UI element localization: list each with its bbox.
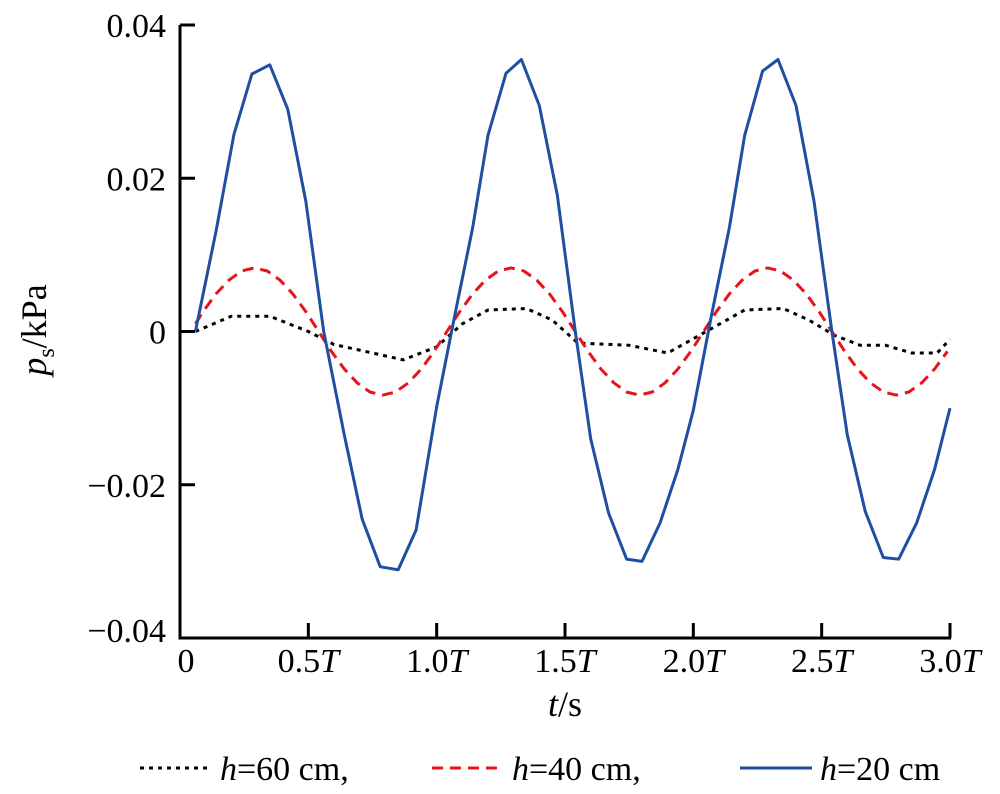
legend: h=60 cm, h=40 cm, h=20 cm: [140, 751, 940, 788]
legend-item: h=60 cm,: [140, 751, 349, 788]
ticks-layer: 0.04 0.02 0 −0.02 −0.04 0 0.5T 1.0T 1.5T 2.0T 2.5T…: [87, 8, 982, 680]
series-line-h-20-cm: [193, 58, 952, 572]
y-tick-label: 0.04: [107, 8, 167, 45]
legend-item: h=40 cm,: [432, 751, 641, 788]
x-tick-label: 0.5T: [278, 643, 342, 680]
legend-label: h=40 cm,: [512, 751, 641, 788]
legend-label: h=60 cm,: [220, 751, 349, 788]
x-axis-title: t/s: [548, 684, 582, 724]
legend-label: h=20 cm: [820, 751, 940, 788]
x-tick-label: 1.5T: [534, 643, 598, 680]
x-tick-label: 1.0T: [406, 643, 470, 680]
x-tick-label: 2.5T: [791, 643, 855, 680]
y-tick-label: −0.02: [87, 468, 166, 505]
x-tick-label: 3.0T: [919, 643, 983, 680]
y-tick-label: 0.02: [107, 161, 167, 198]
series-line-h-60-cm: [194, 307, 952, 362]
y-tick-label: −0.04: [87, 613, 166, 650]
legend-item: h=20 cm: [740, 751, 940, 788]
series-layer: [193, 58, 952, 572]
y-tick-label: 0: [149, 315, 166, 352]
series-line-h-40-cm: [194, 266, 949, 397]
x-tick-label: 2.0T: [663, 643, 727, 680]
y-axis-title: ps/kPa: [14, 284, 60, 378]
x-tick-label: 0: [178, 643, 195, 680]
